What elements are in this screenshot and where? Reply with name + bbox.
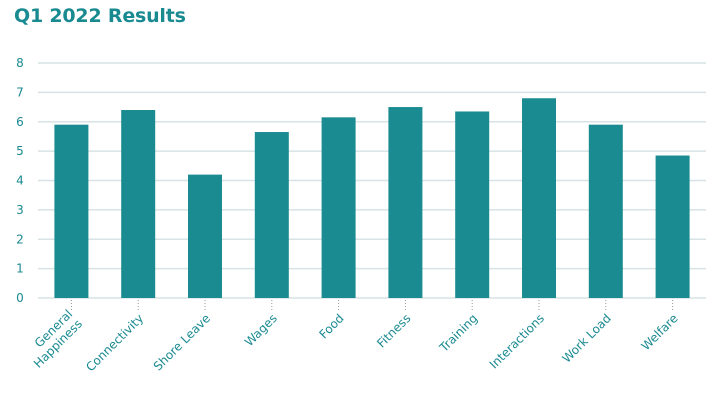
x-category-label-line: Fitness <box>374 311 413 350</box>
x-category-label-line: Connectivity <box>83 311 146 374</box>
y-tick-label: 7 <box>16 85 24 99</box>
x-category-label-line: Work Load <box>559 311 613 365</box>
x-category-label: Wages <box>242 311 280 349</box>
bar <box>254 132 289 298</box>
x-category-label: Work Load <box>559 311 613 365</box>
x-category-label: Shore Leave <box>151 311 213 373</box>
x-category-label-line: Welfare <box>639 311 681 353</box>
x-category-label: GeneralHappiness <box>21 307 85 371</box>
y-axis-ticks: 0 1 2 3 4 5 6 7 8 <box>16 56 24 305</box>
x-category-label: Training <box>436 311 480 355</box>
bar <box>121 110 156 298</box>
chart-title: Q1 2022 Results <box>14 5 186 27</box>
bar <box>588 124 623 298</box>
x-category-label: Connectivity <box>83 311 146 374</box>
y-tick-label: 0 <box>16 291 24 305</box>
bar <box>388 107 423 298</box>
x-category-label: Food <box>316 311 346 341</box>
y-tick-label: 6 <box>16 115 24 129</box>
x-category-label-line: Shore Leave <box>151 311 213 373</box>
bar <box>321 117 356 298</box>
y-tick-label: 8 <box>16 56 24 70</box>
x-category-label-line: Wages <box>242 311 280 349</box>
y-tick-label: 2 <box>16 232 24 246</box>
x-category-label: Welfare <box>639 311 681 353</box>
x-category-label: Interactions <box>487 311 547 371</box>
y-tick-label: 4 <box>16 174 24 188</box>
x-category-label-line: Food <box>316 311 346 341</box>
bar <box>455 111 490 298</box>
x-category-label-line: Training <box>436 311 480 355</box>
y-tick-label: 1 <box>16 262 24 276</box>
x-axis-tick-marks <box>70 300 674 310</box>
bars <box>54 98 690 298</box>
bar <box>188 174 222 298</box>
y-tick-label: 5 <box>16 144 24 158</box>
bar <box>522 98 556 298</box>
y-tick-label: 3 <box>16 203 24 217</box>
x-category-label: Fitness <box>374 311 413 350</box>
bar <box>54 124 89 298</box>
x-category-label-line: Interactions <box>487 311 547 371</box>
bar <box>655 155 690 298</box>
